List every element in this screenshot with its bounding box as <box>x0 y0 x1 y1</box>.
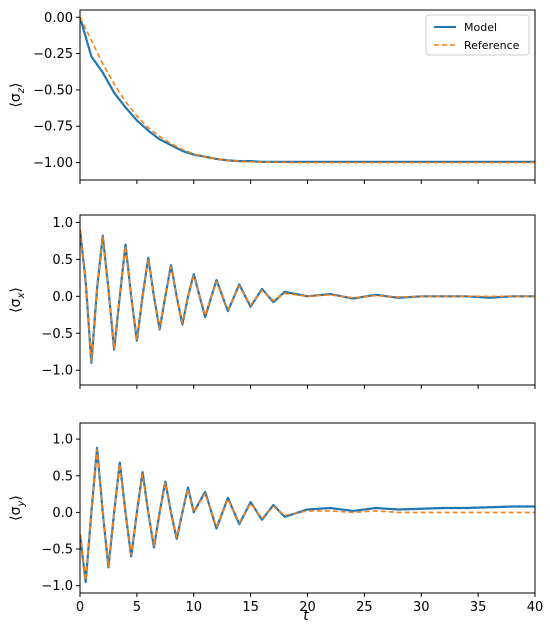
series-line-model <box>80 229 535 364</box>
y-tick-label: −1.0 <box>41 579 73 594</box>
y-tick-label: 0.0 <box>52 290 73 305</box>
x-tick-label: 10 <box>185 600 202 615</box>
shared-x-axis-label: t <box>303 608 309 624</box>
y-axis-label-end: ⟩ <box>8 287 24 292</box>
y-axis-label-end: ⟩ <box>8 495 24 500</box>
legend-label-model: Model <box>464 21 497 34</box>
x-tick-label: 5 <box>133 600 141 615</box>
y-tick-label: 0.00 <box>44 11 73 26</box>
y-axis-label-end: ⟩ <box>8 82 24 87</box>
x-tick-label: 25 <box>356 600 373 615</box>
y-axis-label-sub: y <box>16 500 27 508</box>
x-tick-label: 20 <box>299 600 316 615</box>
panels: 0.00−0.25−0.50−0.75−1.00⟨σz⟩ModelReferen… <box>8 9 544 615</box>
y-tick-label: 0.0 <box>52 506 73 521</box>
y-tick-label: 0.5 <box>52 469 73 484</box>
axes-frame <box>79 214 536 386</box>
x-tick-label: 40 <box>527 600 544 615</box>
y-axis-label-base: ⟨σ <box>8 93 24 107</box>
x-tick-label: 15 <box>242 600 259 615</box>
x-tick-label: 0 <box>76 600 84 615</box>
legend-label-reference: Reference <box>464 39 520 52</box>
y-axis-label: ⟨σx⟩ <box>8 287 27 313</box>
panel-1: 0.00 −0.25 −0.50 −0.75 −1.00 ⟨σz⟩ Model Referen… <box>8 9 536 184</box>
panel-2: 1.0 0.5 0.0 −0.5 −1.0 ⟨σx⟩ <box>8 214 536 389</box>
x-tick-label: 30 <box>413 600 430 615</box>
y-tick-label: 1.0 <box>52 433 73 448</box>
y-axis-label-base: ⟨σ <box>8 298 24 312</box>
y-tick-label: −0.5 <box>41 327 73 342</box>
y-tick-label: 1.0 <box>52 216 73 231</box>
y-axis-label-base: ⟨σ <box>8 506 24 520</box>
x-tick-label: 35 <box>470 600 487 615</box>
y-axis-label-sub: x <box>16 293 27 300</box>
y-tick-label: −0.50 <box>33 83 73 98</box>
y-tick-label: −0.25 <box>33 47 73 62</box>
y-axis-label-sub: z <box>16 87 27 94</box>
y-axis-label: ⟨σz⟩ <box>8 82 27 107</box>
y-tick-label: 0.5 <box>52 253 73 268</box>
y-tick-label: −1.00 <box>33 156 73 171</box>
y-tick-label: −1.0 <box>41 364 73 379</box>
series-line-reference <box>80 16 535 164</box>
y-axis-label: ⟨σy⟩ <box>8 495 27 521</box>
y-tick-label: −0.5 <box>41 543 73 558</box>
series-line-reference <box>80 229 535 363</box>
series-line-reference <box>80 448 535 582</box>
y-tick-label: −0.75 <box>33 120 73 135</box>
series-line-model <box>80 446 535 584</box>
panel-3: 1.0 0.5 0.0 −0.5 −1.00 5 10 15 20 25 30 35 40 ⟨σy⟩ <box>8 422 544 615</box>
